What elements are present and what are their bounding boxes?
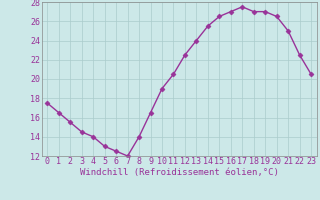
X-axis label: Windchill (Refroidissement éolien,°C): Windchill (Refroidissement éolien,°C) <box>80 168 279 177</box>
